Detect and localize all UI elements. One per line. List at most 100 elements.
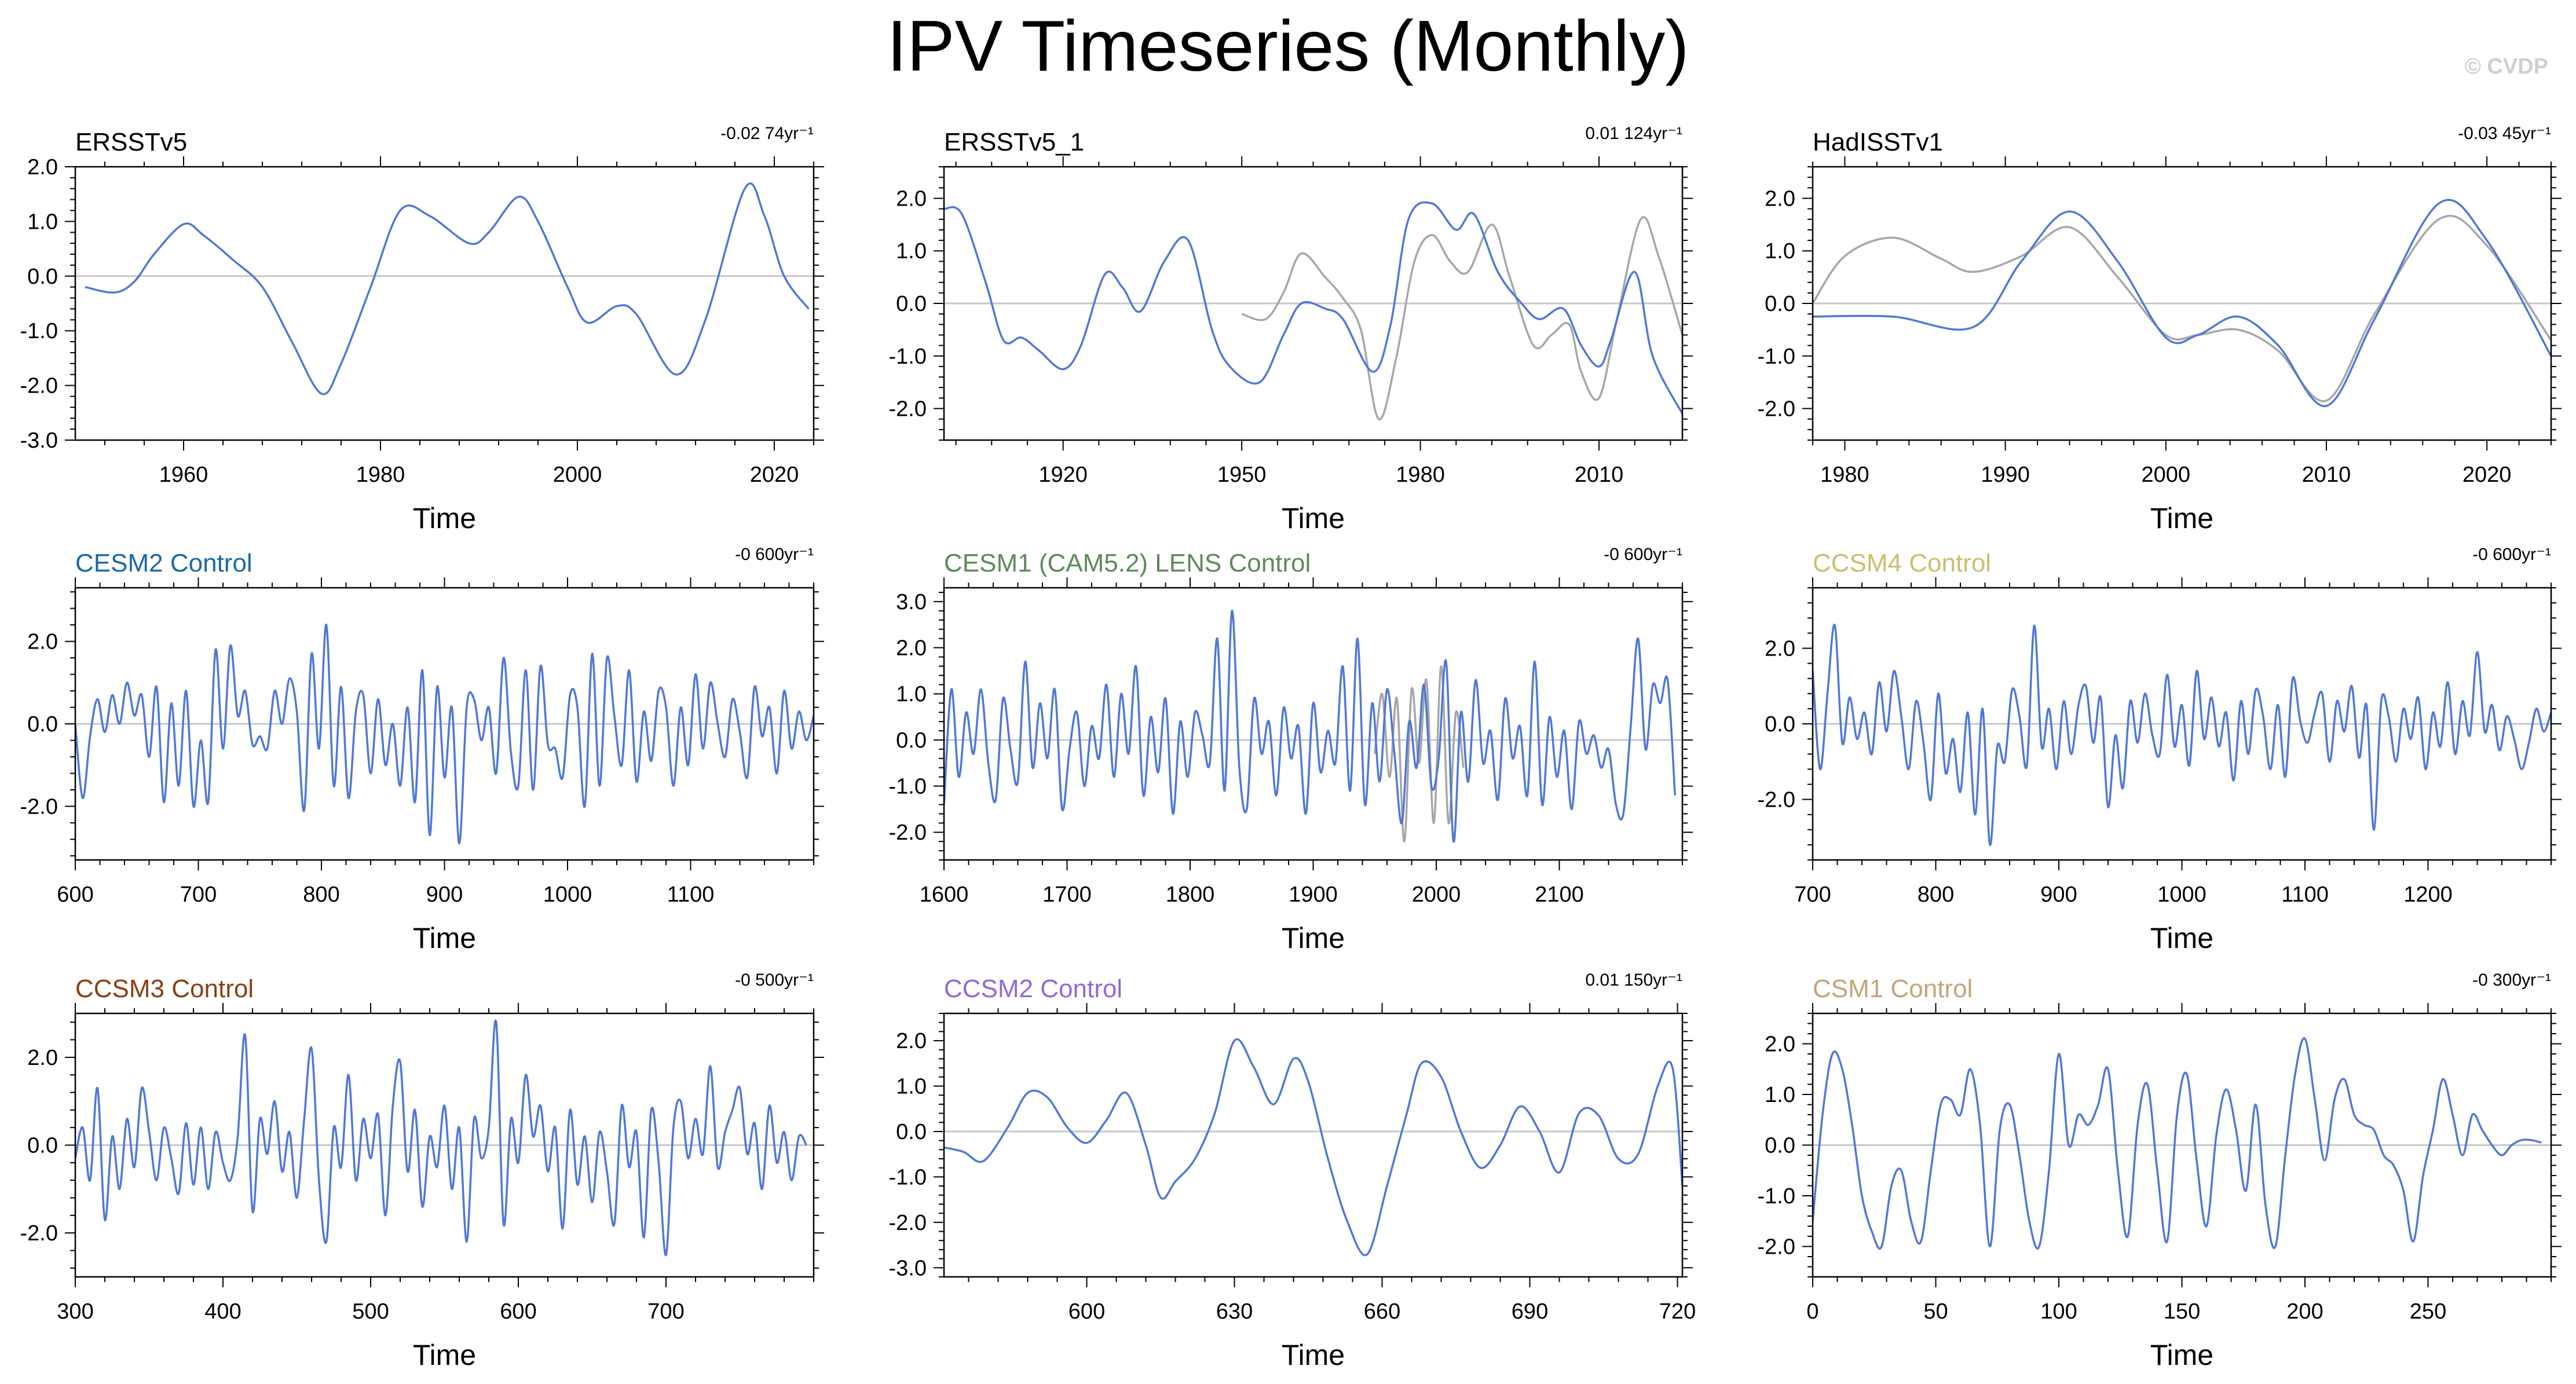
plot-frame bbox=[943, 1012, 1684, 1278]
x-tick-label: 800 bbox=[303, 883, 339, 907]
y-tick-label: -2.0 bbox=[1758, 788, 1795, 812]
x-axis-label: Time bbox=[1282, 1339, 1345, 1371]
y-tick-label: -1.0 bbox=[889, 345, 927, 369]
x-tick-label: 2020 bbox=[2462, 463, 2512, 487]
trend-label: -0 600yr⁻¹ bbox=[735, 545, 814, 564]
panel-title: CCSM3 Control bbox=[75, 975, 254, 1003]
y-tick-label: -1.0 bbox=[889, 1165, 927, 1189]
x-tick-label: 1000 bbox=[543, 883, 592, 907]
y-tick-label: -3.0 bbox=[20, 429, 58, 453]
x-tick-label: 800 bbox=[1918, 883, 1954, 907]
x-tick-label: 1100 bbox=[667, 883, 715, 907]
x-tick-label: 2020 bbox=[750, 463, 799, 487]
x-tick-label: 1100 bbox=[2281, 883, 2329, 907]
x-tick-label: 600 bbox=[57, 883, 93, 907]
plot-frame bbox=[943, 587, 1684, 861]
panel-9: 0 50 100 150 200 250 -2.0 -1.0 0.0 1.0 2.0 Time CSM1… bbox=[1758, 971, 2562, 1371]
y-tick-label: 0.0 bbox=[896, 292, 927, 316]
series-line bbox=[1813, 624, 2551, 846]
x-tick-label: 1990 bbox=[1981, 463, 2030, 487]
x-tick-label: 1600 bbox=[920, 883, 969, 907]
x-tick-label: 700 bbox=[1794, 883, 1831, 907]
y-tick-label: -1.0 bbox=[20, 319, 58, 343]
cvdp-credit: © CVDP bbox=[2464, 54, 2548, 79]
panel-6: 700 800 900 1000 1100 1200 -2.0 0.0 2.0 Time CCSM4… bbox=[1758, 545, 2562, 954]
y-tick-label: 2.0 bbox=[1765, 636, 1795, 661]
x-axis-label: Time bbox=[1282, 502, 1345, 534]
panel-2: 1920 1950 1980 2010 -2.0 -1.0 0.0 1.0 2.0 Time ERS… bbox=[889, 124, 1693, 534]
trend-label: 0.01 124yr⁻¹ bbox=[1585, 124, 1682, 143]
y-tick-label: -2.0 bbox=[889, 821, 927, 845]
observed-series-line bbox=[1374, 665, 1465, 843]
x-axis-label: Time bbox=[413, 922, 476, 954]
y-tick-label: 0.0 bbox=[27, 265, 58, 289]
y-tick-label: 2.0 bbox=[896, 636, 927, 661]
y-tick-label: 0.0 bbox=[896, 1120, 927, 1144]
series-line bbox=[1813, 199, 2551, 407]
y-tick-label: -1.0 bbox=[889, 775, 927, 799]
y-tick-label: 1.0 bbox=[27, 210, 58, 234]
series-line bbox=[85, 182, 810, 396]
x-tick-label: 1000 bbox=[2157, 883, 2207, 907]
x-tick-label: 600 bbox=[500, 1299, 536, 1324]
y-tick-label: 1.0 bbox=[896, 682, 927, 706]
y-tick-label: -2.0 bbox=[1758, 397, 1795, 422]
x-tick-label: 400 bbox=[204, 1299, 241, 1324]
x-tick-label: 690 bbox=[1512, 1299, 1548, 1324]
main-title: IPV Timeseries (Monthly) bbox=[887, 6, 1689, 86]
x-axis-label: Time bbox=[2150, 502, 2213, 534]
trend-label: -0 500yr⁻¹ bbox=[735, 971, 814, 990]
x-tick-label: 2000 bbox=[1412, 883, 1461, 907]
x-tick-label: 2000 bbox=[2142, 463, 2191, 487]
series-line bbox=[944, 610, 1677, 843]
y-tick-label: 2.0 bbox=[1765, 1032, 1795, 1057]
series-line bbox=[75, 1019, 807, 1256]
series-line bbox=[75, 624, 814, 845]
series-line bbox=[1813, 1037, 2542, 1250]
panel-1: 1960 1980 2000 2020 -3.0 -2.0 -1.0 0.0 1.0 2.0 Tim… bbox=[20, 124, 824, 534]
panel-title: HadISSTv1 bbox=[1813, 128, 1943, 156]
y-tick-label: 1.0 bbox=[896, 239, 927, 263]
y-tick-label: 2.0 bbox=[27, 630, 58, 654]
series-line bbox=[944, 201, 1682, 415]
y-tick-label: -2.0 bbox=[1758, 1235, 1795, 1259]
x-tick-label: 1900 bbox=[1289, 883, 1338, 907]
panel-title: ERSSTv5_1 bbox=[944, 128, 1084, 156]
y-tick-label: 2.0 bbox=[27, 155, 58, 180]
x-axis-label: Time bbox=[2150, 922, 2213, 954]
y-tick-label: 1.0 bbox=[1765, 239, 1795, 263]
y-tick-label: -3.0 bbox=[889, 1256, 927, 1280]
panel-title: CSM1 Control bbox=[1813, 975, 1973, 1003]
x-axis-label: Time bbox=[2150, 1339, 2213, 1371]
y-tick-label: 2.0 bbox=[896, 1029, 927, 1053]
x-tick-label: 1980 bbox=[356, 463, 405, 487]
x-tick-label: 600 bbox=[1069, 1299, 1105, 1324]
x-tick-label: 1920 bbox=[1038, 463, 1088, 487]
x-tick-label: 700 bbox=[647, 1299, 684, 1324]
y-tick-label: 0.0 bbox=[27, 712, 58, 737]
y-tick-label: -2.0 bbox=[20, 374, 58, 398]
x-tick-label: 1960 bbox=[159, 463, 208, 487]
x-tick-label: 300 bbox=[57, 1299, 93, 1324]
y-tick-label: 0.0 bbox=[27, 1134, 58, 1158]
y-tick-label: -2.0 bbox=[889, 1211, 927, 1235]
x-tick-label: 1200 bbox=[2403, 883, 2453, 907]
x-tick-label: 900 bbox=[426, 883, 463, 907]
x-axis-label: Time bbox=[413, 502, 476, 534]
x-tick-label: 1700 bbox=[1042, 883, 1092, 907]
y-tick-label: 0.0 bbox=[896, 728, 927, 753]
x-tick-label: 1980 bbox=[1820, 463, 1869, 487]
panel-title: CESM1 (CAM5.2) LENS Control bbox=[944, 549, 1311, 577]
observed-series-line bbox=[1241, 216, 1682, 420]
x-tick-label: 250 bbox=[2410, 1299, 2446, 1324]
y-tick-label: 0.0 bbox=[1765, 1134, 1795, 1158]
trend-label: -0.03 45yr⁻¹ bbox=[2458, 124, 2551, 143]
y-tick-label: -1.0 bbox=[1758, 1184, 1795, 1209]
y-tick-label: 2.0 bbox=[1765, 186, 1795, 211]
x-tick-label: 2010 bbox=[2302, 463, 2351, 487]
x-tick-label: 660 bbox=[1364, 1299, 1400, 1324]
panel-title: CCSM4 Control bbox=[1813, 549, 1991, 577]
x-tick-label: 200 bbox=[2286, 1299, 2323, 1324]
x-tick-label: 2100 bbox=[1535, 883, 1584, 907]
